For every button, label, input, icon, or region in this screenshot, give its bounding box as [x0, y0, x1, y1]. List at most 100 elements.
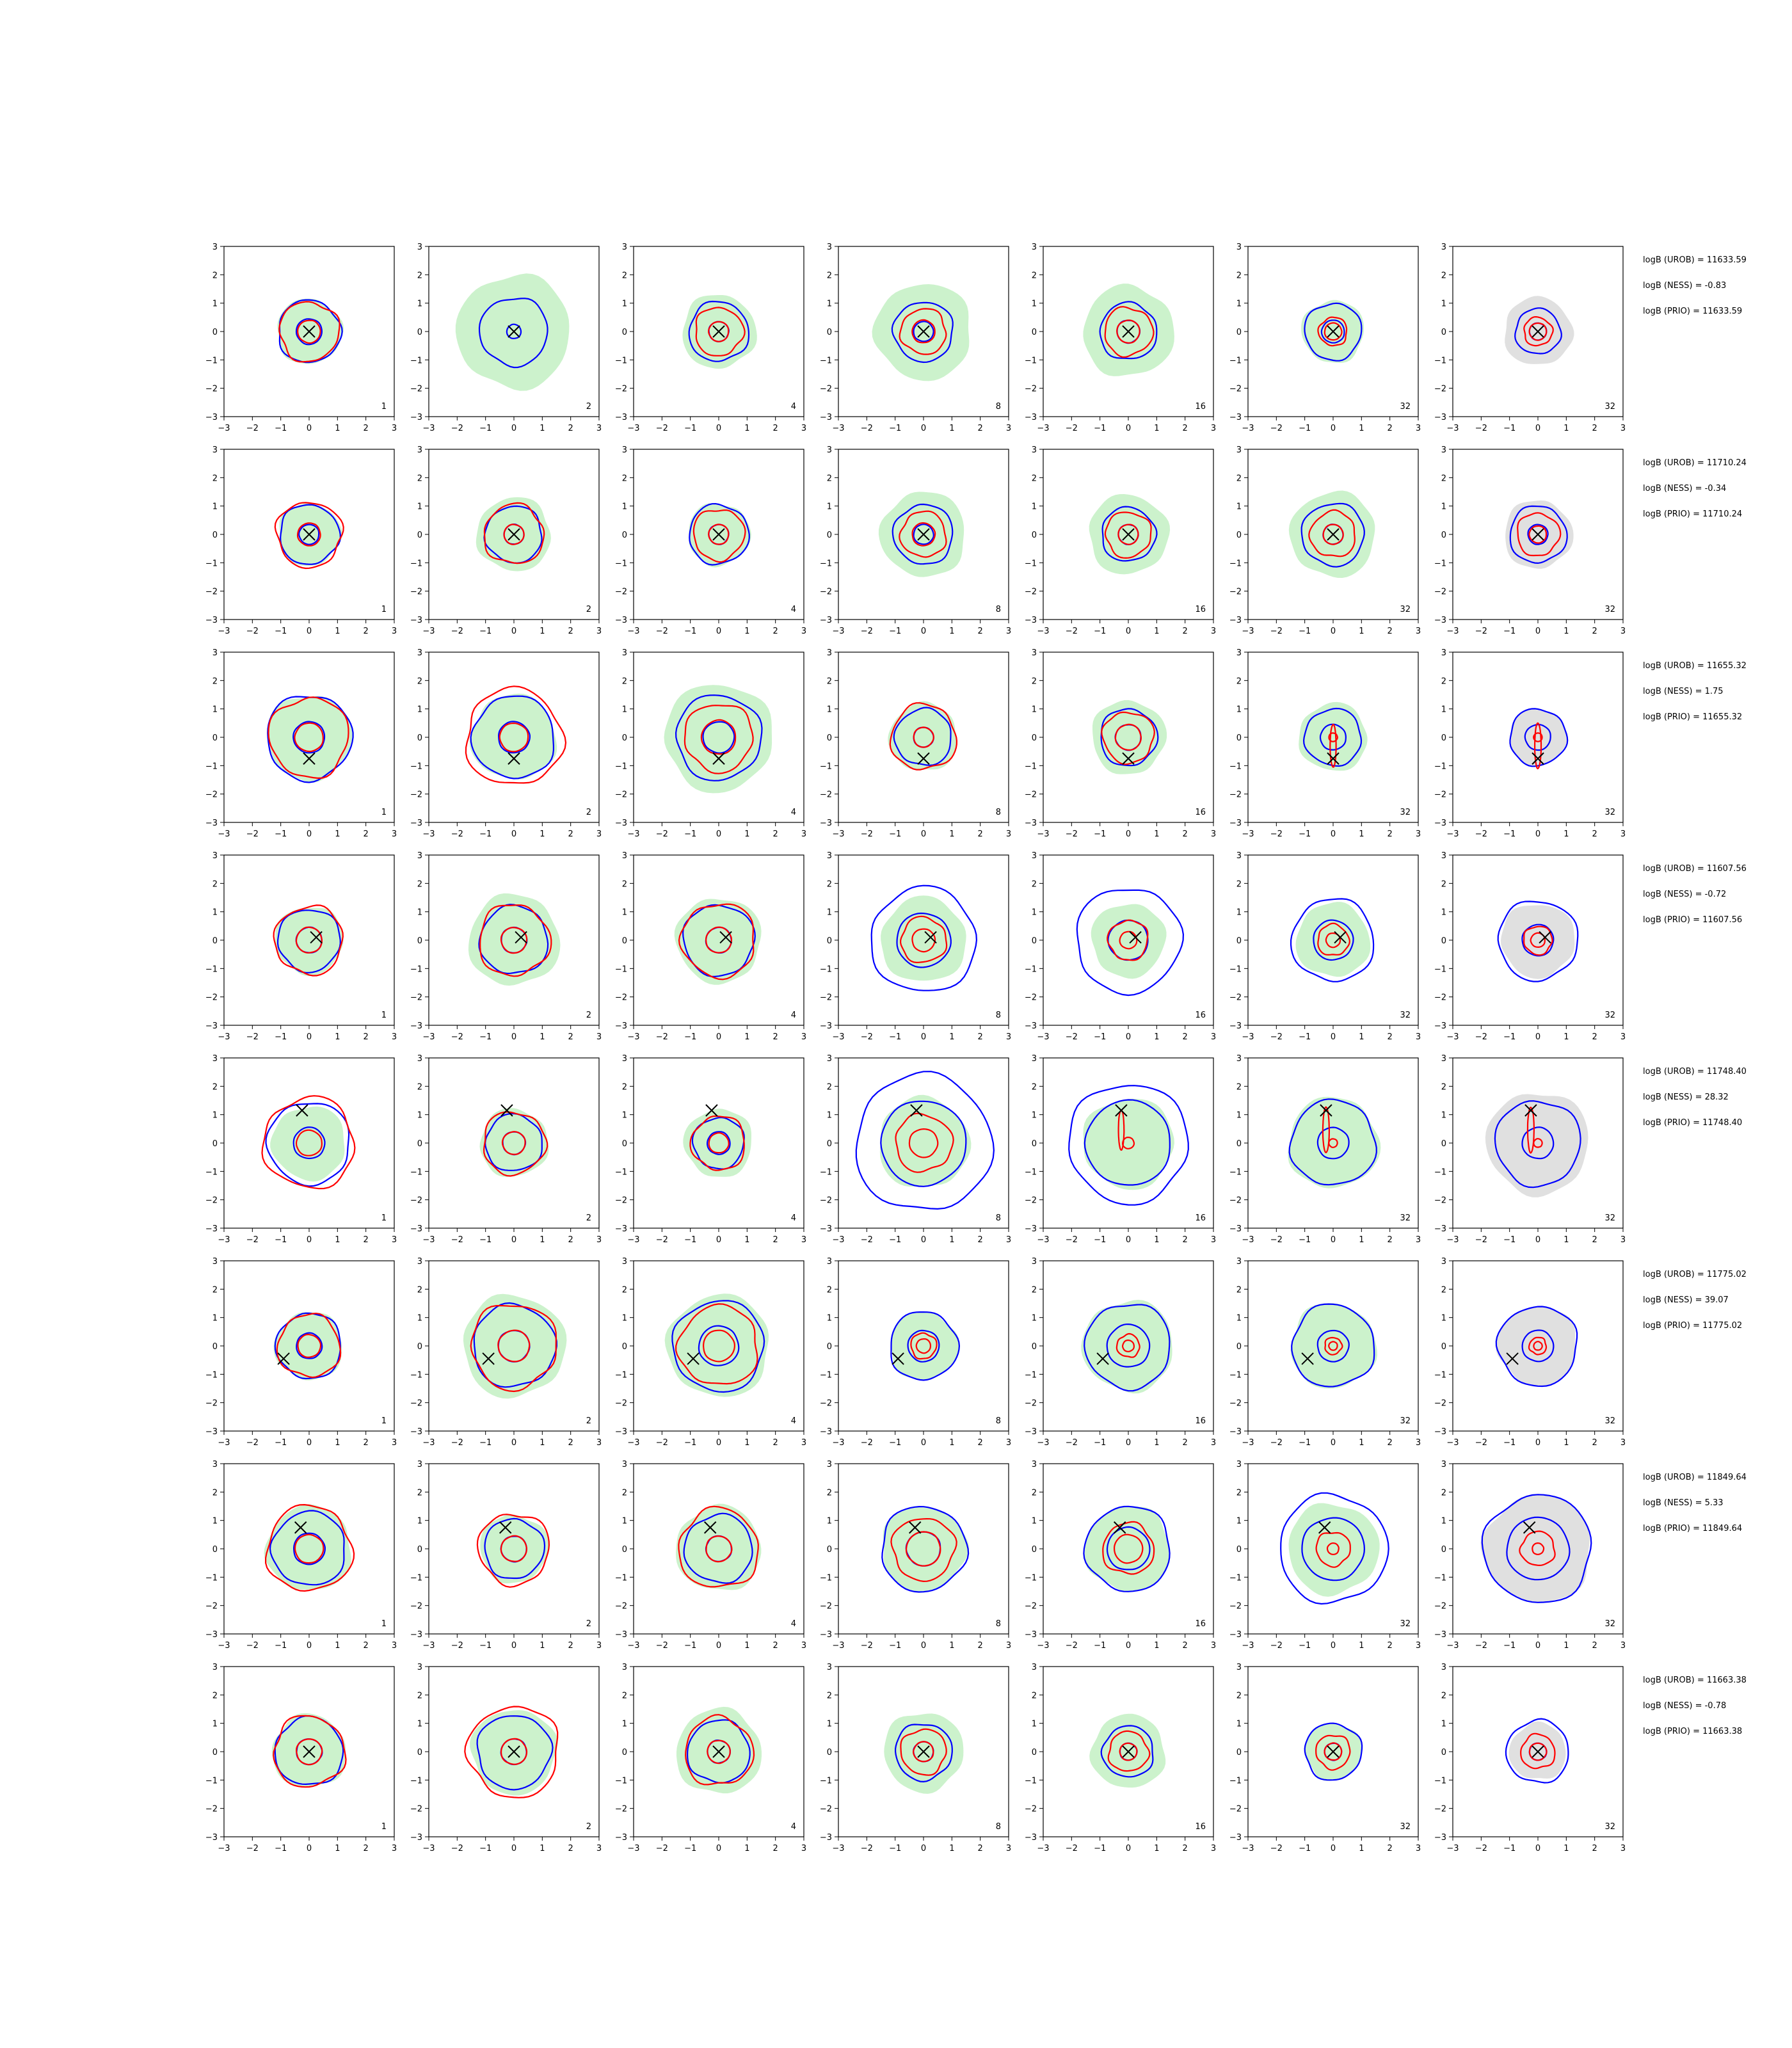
- true-value-marker: [917, 1745, 930, 1758]
- y-tick-label: 0: [417, 936, 422, 946]
- outer-contour: [893, 707, 952, 766]
- y-tick-label: −3: [820, 819, 832, 828]
- x-tick-label: −2: [451, 1641, 463, 1651]
- y-tick-label: 2: [1441, 879, 1446, 889]
- y-tick-label: 1: [212, 705, 218, 715]
- x-tick-label: 2: [978, 1235, 983, 1245]
- x-tick-label: −1: [684, 1438, 696, 1448]
- y-tick-label: 3: [622, 851, 627, 861]
- logb-annotation: logB (PRIO) = 11775.02: [1643, 1321, 1742, 1331]
- y-tick-label: 3: [622, 445, 627, 455]
- density-fill: [1299, 701, 1368, 771]
- x-tick-label: −1: [275, 829, 287, 839]
- y-tick-label: −2: [205, 385, 218, 394]
- x-tick-label: 0: [921, 1032, 926, 1042]
- x-tick-label: 3: [1416, 1438, 1421, 1448]
- outer-contour: [1076, 889, 1185, 996]
- y-tick-label: −2: [615, 385, 627, 394]
- outer-contour: [1084, 1304, 1171, 1392]
- x-tick-label: 0: [307, 1235, 312, 1245]
- y-tick-label: 0: [1032, 733, 1037, 743]
- y-tick-label: −3: [1434, 819, 1446, 828]
- density-fill: [1089, 494, 1171, 575]
- outer-contour: [1509, 708, 1569, 767]
- true-value-marker: [294, 1521, 307, 1534]
- panel-r3-c5: −3 −2 −1 0 1 2 3 −3 −2 −1 0 1 2 3 16: [1025, 648, 1216, 839]
- y-tick-label: 2: [1032, 676, 1037, 686]
- panel-count-label: 16: [1195, 808, 1206, 817]
- y-tick-label: 3: [212, 1054, 218, 1064]
- outer-contour: [1100, 1725, 1154, 1778]
- x-tick-label: 2: [1592, 1032, 1597, 1042]
- density-fill: [273, 1312, 342, 1380]
- outer-contour: [1084, 1099, 1171, 1186]
- panel-count-label: 32: [1400, 808, 1411, 817]
- x-tick-label: −1: [1503, 1844, 1516, 1853]
- y-tick-label: −2: [205, 1399, 218, 1409]
- x-tick-label: 1: [335, 829, 340, 839]
- true-value-marker: [1539, 931, 1551, 944]
- y-tick-label: 3: [622, 243, 627, 252]
- x-tick-label: −2: [1475, 1235, 1487, 1245]
- panel-r3-c3: −3 −2 −1 0 1 2 3 −3 −2 −1 0 1 2 3 4: [615, 648, 806, 839]
- x-tick-label: −3: [218, 1032, 230, 1042]
- y-tick-label: −3: [1025, 1833, 1037, 1843]
- inner-contour: [1528, 525, 1548, 544]
- y-tick-label: 2: [622, 1082, 627, 1092]
- y-tick-label: 0: [622, 733, 627, 743]
- y-tick-label: 3: [417, 1257, 422, 1267]
- outer-contour: [1068, 1085, 1189, 1206]
- x-tick-label: 3: [392, 1032, 397, 1042]
- outer-contour: [267, 696, 354, 783]
- y-tick-label: 0: [417, 733, 422, 743]
- y-tick-label: 3: [417, 1054, 422, 1064]
- true-value-marker: [712, 325, 725, 338]
- y-tick-label: 2: [827, 676, 832, 686]
- x-tick-label: 2: [978, 1032, 983, 1042]
- y-tick-label: −2: [1229, 1399, 1242, 1409]
- x-tick-label: −3: [832, 829, 844, 839]
- x-tick-label: −3: [422, 1235, 435, 1245]
- x-tick-label: 3: [1211, 1438, 1216, 1448]
- x-tick-label: 1: [744, 1438, 749, 1448]
- true-value-marker: [1327, 528, 1340, 541]
- x-tick-label: −2: [1475, 829, 1487, 839]
- y-tick-label: 1: [1441, 705, 1446, 715]
- x-tick-label: −3: [1446, 1438, 1459, 1448]
- x-tick-label: 2: [364, 1235, 369, 1245]
- logb-annotation: logB (NESS) = 39.07: [1643, 1295, 1729, 1305]
- y-tick-label: −1: [1025, 1370, 1037, 1380]
- x-tick-label: −1: [1299, 627, 1311, 636]
- y-tick-label: −1: [615, 1370, 627, 1380]
- panel-r4-c5: −3 −2 −1 0 1 2 3 −3 −2 −1 0 1 2 3 16: [1025, 851, 1216, 1042]
- x-tick-label: 3: [1211, 1235, 1216, 1245]
- panel-count-label: 4: [791, 1011, 796, 1020]
- y-tick-label: −2: [410, 1602, 422, 1612]
- inner-contour: [1104, 511, 1152, 559]
- true-value-marker: [508, 1745, 520, 1758]
- y-tick-label: 1: [417, 1111, 422, 1121]
- x-tick-label: 2: [1183, 829, 1188, 839]
- outer-contour: [276, 909, 341, 973]
- inner-contour: [296, 319, 321, 344]
- y-tick-label: 1: [417, 300, 422, 309]
- density-fill: [1505, 500, 1574, 569]
- x-tick-label: 0: [511, 1844, 516, 1853]
- x-tick-label: 2: [773, 829, 778, 839]
- y-tick-label: −1: [1434, 964, 1446, 974]
- y-tick-label: 1: [1441, 1314, 1446, 1324]
- x-tick-label: 2: [1388, 1641, 1393, 1651]
- density-fill: [891, 1311, 959, 1380]
- x-tick-label: 0: [921, 829, 926, 839]
- outer-contour: [470, 695, 554, 780]
- y-tick-label: 3: [212, 851, 218, 861]
- inner-contour: [1532, 1542, 1545, 1555]
- panel-r1-c3: −3 −2 −1 0 1 2 3 −3 −2 −1 0 1 2 3 4: [615, 243, 806, 433]
- outer-contour: [1506, 1516, 1571, 1581]
- x-tick-label: 3: [392, 1438, 397, 1448]
- y-tick-label: −2: [820, 790, 832, 800]
- y-tick-label: 2: [1032, 879, 1037, 889]
- panel-count-label: 4: [791, 1619, 796, 1629]
- x-tick-label: −3: [627, 1641, 639, 1651]
- y-tick-label: 0: [1441, 936, 1446, 946]
